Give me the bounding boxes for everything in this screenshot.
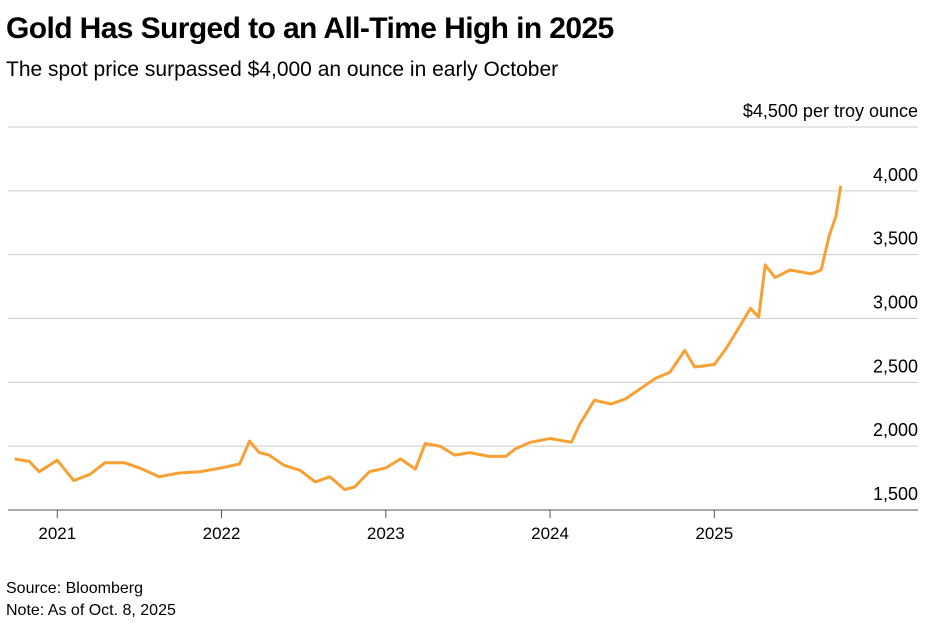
x-tick-label: 2021 — [38, 524, 76, 543]
x-tick-label: 2022 — [203, 524, 241, 543]
x-tick-label: 2024 — [531, 524, 569, 543]
source: Source: Bloomberg — [6, 580, 143, 597]
y-tick-label: $4,500 per troy ounce — [743, 101, 918, 121]
note: Note: As of Oct. 8, 2025 — [6, 602, 176, 619]
y-tick-label: 3,500 — [873, 229, 918, 249]
y-tick-label: 4,000 — [873, 165, 918, 185]
chart-title: Gold Has Surged to an All-Time High in 2… — [6, 12, 614, 45]
y-tick-label: 2,500 — [873, 356, 918, 376]
chart-subtitle: The spot price surpassed $4,000 an ounce… — [6, 58, 558, 81]
y-tick-label: 1,500 — [873, 484, 918, 504]
y-tick-label: 2,000 — [873, 420, 918, 440]
y-tick-label: 3,000 — [873, 293, 918, 313]
x-tick-label: 2023 — [367, 524, 405, 543]
price-line — [14, 185, 843, 492]
x-tick-label: 2025 — [695, 524, 733, 543]
